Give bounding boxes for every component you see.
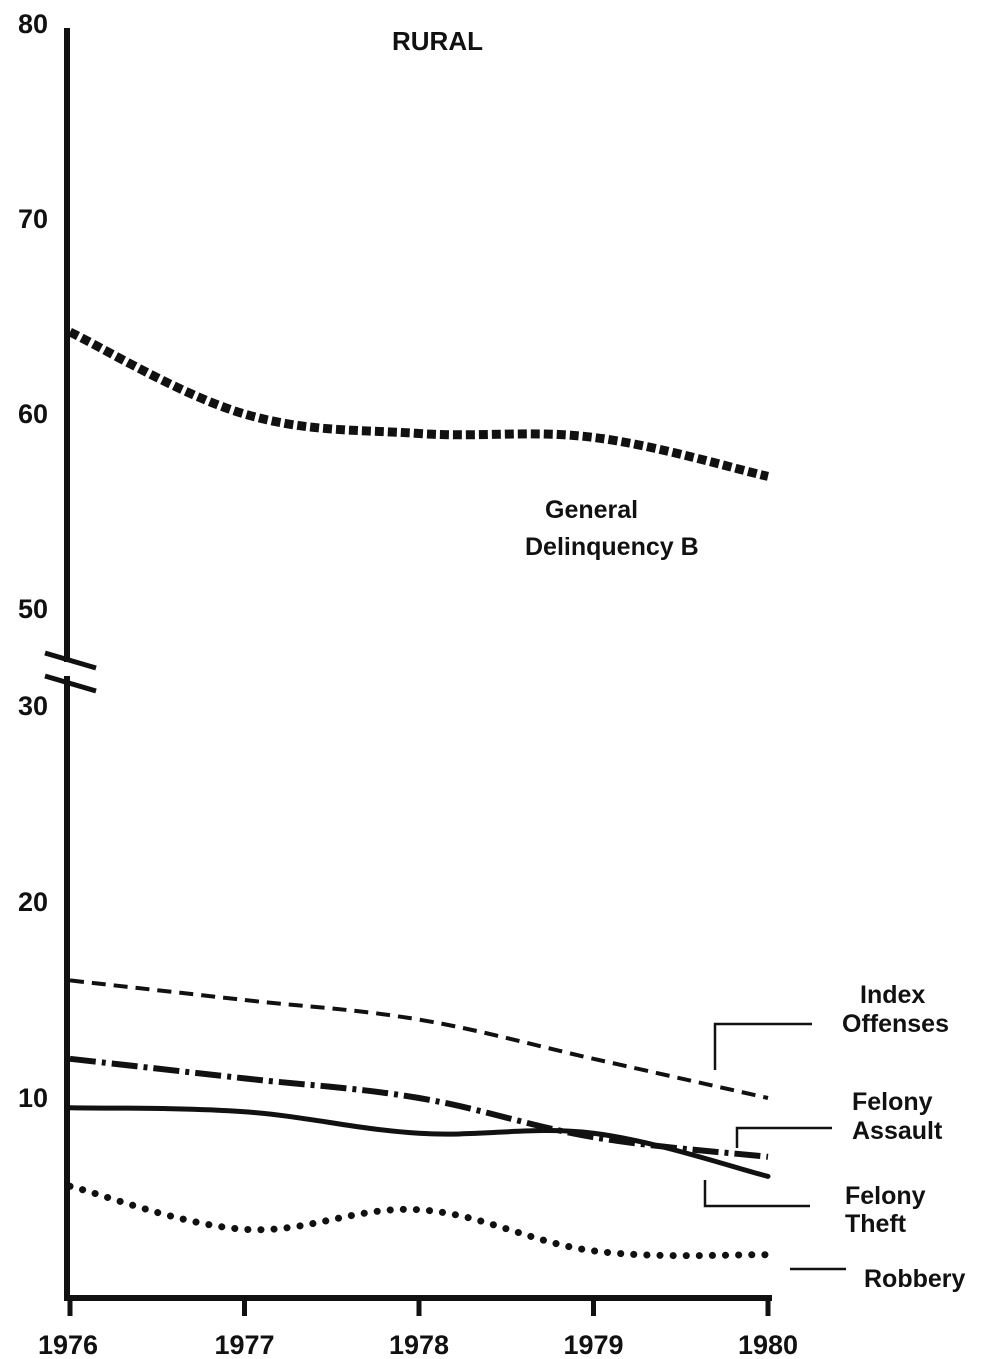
series-label-text: Assault <box>852 1117 943 1145</box>
series-line-general-delinquency-b <box>68 328 769 481</box>
y-tick-label: 80 <box>18 9 48 39</box>
y-tick-label: 60 <box>18 399 48 429</box>
series-label-text: Felony <box>845 1182 926 1210</box>
axis-break-mark <box>44 673 97 694</box>
series-layer <box>66 328 772 1260</box>
series-label-text: General <box>545 496 638 524</box>
x-tick-label: 1978 <box>389 1330 449 1359</box>
series-label-text: Offenses <box>842 1010 949 1038</box>
series-line-robbery <box>66 1182 772 1260</box>
data-point <box>244 413 246 415</box>
series-label-text: Felony <box>852 1088 933 1116</box>
axis-break-mark <box>44 650 97 671</box>
series-label-robbery: Robbery <box>790 1265 966 1293</box>
y-tick-labels: 10 20 30 50 60 70 80 <box>18 9 48 1113</box>
chart-title: RURAL <box>392 26 483 56</box>
x-tick-labels: 1976 1977 1978 1979 1980 <box>38 1330 798 1359</box>
data-point <box>593 436 595 438</box>
y-tick-label: 10 <box>18 1083 48 1113</box>
x-tick-label: 1977 <box>214 1330 274 1359</box>
series-label-text: Delinquency B <box>525 533 699 561</box>
series-label-text: Theft <box>845 1210 907 1238</box>
x-tick-label: 1976 <box>38 1330 98 1359</box>
y-tick-label: 70 <box>18 204 48 234</box>
series-label-general-delinquency-b: General Delinquency B <box>525 496 699 561</box>
y-tick-label: 20 <box>18 887 48 917</box>
axes <box>44 28 772 1316</box>
x-tick-label: 1980 <box>738 1330 798 1359</box>
leader-line <box>713 1022 812 1070</box>
series-label-text: Robbery <box>864 1265 966 1293</box>
chart-title-text: RURAL <box>392 26 483 56</box>
y-tick-label: 50 <box>18 594 48 624</box>
leader-line <box>703 1180 810 1208</box>
series-label-text: Index <box>860 981 925 1009</box>
series-line-index-offenses <box>69 978 769 1100</box>
series-line-felony-theft <box>67 1105 771 1179</box>
leader-line <box>735 1126 832 1148</box>
y-tick-label: 30 <box>18 691 48 721</box>
x-tick-label: 1979 <box>563 1330 623 1359</box>
